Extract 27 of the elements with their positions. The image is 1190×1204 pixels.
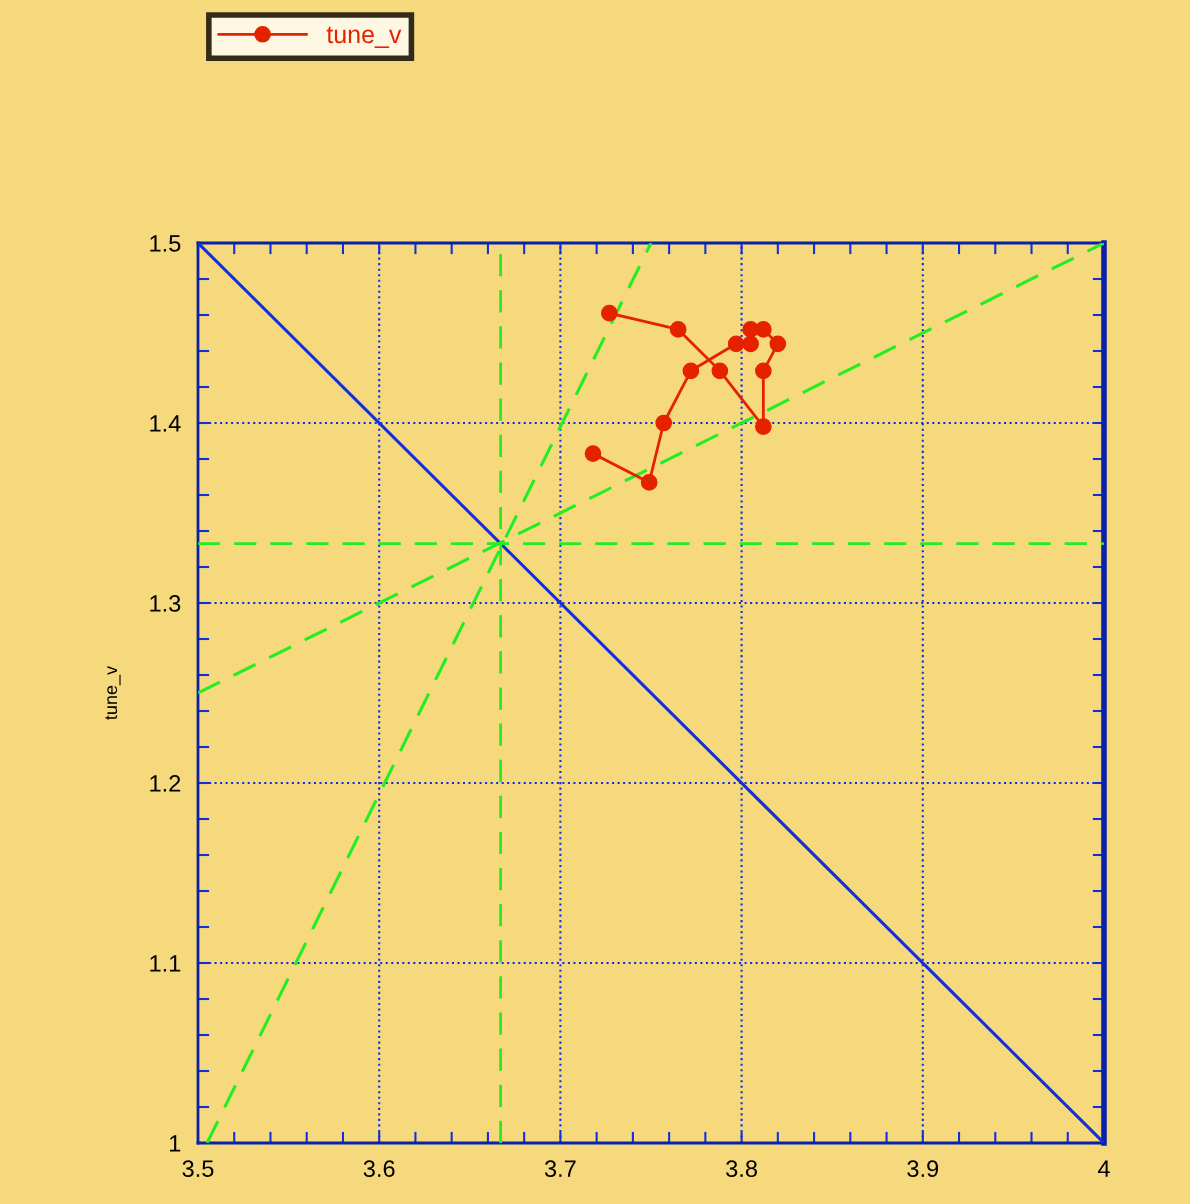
x-tick-label: 3.6 [363,1160,395,1178]
point [711,362,729,380]
y-axis-title: tune_v [105,665,121,720]
point [755,418,772,435]
x-tick-label: 3.9 [907,1160,939,1178]
y-tick-label: 1.1 [150,955,181,972]
point [682,362,700,380]
legend-label: tune_v [326,26,402,48]
y-tick-label: 1.5 [150,235,181,252]
point [669,321,687,338]
y-tick-label: 1 [170,1135,181,1152]
x-tick-label: 3.8 [726,1160,757,1178]
point [655,414,673,432]
point [584,445,602,462]
x-tick-label: 3.5 [182,1160,214,1178]
y-tick-label: 1.3 [150,595,181,612]
point [742,335,759,353]
point [755,362,772,380]
x-tick-label: 4 [1097,1160,1110,1177]
x-tick-label: 3.7 [544,1160,576,1178]
point [727,335,745,353]
point [600,304,618,322]
y-tick-label: 1.4 [150,415,181,432]
point [769,335,787,353]
y-tick-label: 1.2 [150,775,181,792]
point [640,474,658,491]
point [755,321,772,338]
